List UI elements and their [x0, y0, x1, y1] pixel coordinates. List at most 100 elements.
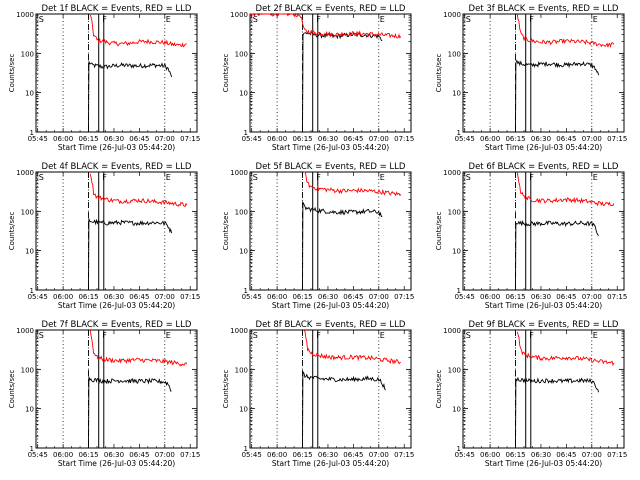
lld-series-line — [304, 171, 402, 197]
chart-title: Det 5f BLACK = Events, RED = LLD — [256, 162, 406, 172]
x-tick-label: 06:30 — [318, 451, 338, 459]
x-tick-label: 06:00 — [267, 293, 287, 301]
x-tick-label: 06:45 — [556, 135, 576, 143]
marker-s: S — [466, 331, 471, 340]
events-series-line — [88, 376, 172, 449]
marker-f: F — [316, 15, 321, 24]
lld-series-line — [516, 171, 615, 207]
y-axis-label: Counts/sec — [435, 212, 443, 251]
y-tick-label: 1000 — [16, 327, 34, 335]
x-axis-label: Start Time (26-Jul-03 05:44:20) — [485, 301, 602, 310]
marker-e: E — [593, 331, 598, 340]
lld-series-line — [303, 329, 401, 365]
y-tick-label: 1000 — [230, 327, 248, 335]
y-tick-label: 100 — [235, 208, 248, 216]
y-axis-label: Counts/sec — [8, 212, 16, 251]
chart-panel-4: Det 4f BLACK = Events, RED = LLD 1 10 100 10… — [8, 162, 200, 310]
x-tick-label: 07:00 — [582, 293, 602, 301]
y-axis-label: Counts/sec — [8, 54, 16, 93]
x-tick-label: 06:45 — [343, 451, 363, 459]
x-tick-label: 06:30 — [531, 451, 551, 459]
x-tick-label: 06:30 — [531, 293, 551, 301]
y-tick-label: 1000 — [443, 169, 461, 177]
y-tick-label: 100 — [448, 208, 461, 216]
x-tick-label: 05:45 — [455, 135, 475, 143]
marker-f: F — [529, 331, 534, 340]
x-tick-label: 06:00 — [267, 135, 287, 143]
x-tick-label: 07:15 — [394, 293, 414, 301]
x-axis-label: Start Time (26-Jul-03 05:44:20) — [58, 459, 175, 468]
x-axis-label: Start Time (26-Jul-03 05:44:20) — [58, 301, 175, 310]
y-axis-label: Counts/sec — [435, 54, 443, 93]
y-tick-label: 100 — [448, 366, 461, 374]
marker-f: F — [316, 331, 321, 340]
chart-title: Det 7f BLACK = Events, RED = LLD — [42, 320, 192, 330]
events-series-line — [302, 370, 386, 449]
marker-s: S — [253, 331, 258, 340]
x-tick-label: 06:15 — [505, 451, 525, 459]
x-tick-label: 06:45 — [129, 135, 149, 143]
x-tick-label: 06:45 — [343, 293, 363, 301]
x-tick-label: 07:15 — [607, 451, 627, 459]
x-axis-label: Start Time (26-Jul-03 05:44:20) — [272, 459, 389, 468]
x-tick-label: 06:30 — [531, 135, 551, 143]
x-axis-label: Start Time (26-Jul-03 05:44:20) — [58, 143, 175, 152]
x-tick-label: 06:00 — [267, 451, 287, 459]
marker-e: E — [380, 15, 385, 24]
marker-s: S — [39, 331, 44, 340]
x-tick-label: 07:15 — [180, 135, 200, 143]
y-tick-label: 10 — [25, 248, 34, 256]
chart-title: Det 2f BLACK = Events, RED = LLD — [256, 4, 406, 14]
x-tick-label: 07:15 — [394, 451, 414, 459]
y-tick-label: 100 — [21, 50, 34, 58]
plot-frame — [462, 171, 625, 291]
chart-panel-8: Det 8f BLACK = Events, RED = LLD 1 10 100 10… — [222, 320, 414, 468]
x-tick-label: 06:00 — [53, 135, 73, 143]
lld-series-line — [89, 173, 188, 207]
x-tick-label: 07:00 — [369, 293, 389, 301]
x-tick-label: 06:45 — [129, 293, 149, 301]
x-tick-label: 05:45 — [28, 135, 48, 143]
y-axis-label: Counts/sec — [222, 370, 230, 409]
x-tick-label: 07:00 — [369, 135, 389, 143]
x-tick-label: 06:15 — [292, 135, 312, 143]
y-tick-label: 1 — [457, 287, 461, 295]
y-tick-label: 1000 — [230, 169, 248, 177]
chart-title: Det 4f BLACK = Events, RED = LLD — [42, 162, 192, 172]
x-tick-label: 06:30 — [104, 293, 124, 301]
x-tick-label: 06:15 — [505, 135, 525, 143]
y-tick-label: 1 — [457, 445, 461, 453]
x-tick-label: 06:15 — [292, 293, 312, 301]
events-series-line — [88, 61, 173, 133]
y-tick-label: 1 — [30, 129, 34, 137]
x-tick-label: 06:00 — [480, 135, 500, 143]
x-tick-label: 06:00 — [480, 451, 500, 459]
x-axis-label: Start Time (26-Jul-03 05:44:20) — [272, 301, 389, 310]
marker-f: F — [102, 331, 107, 340]
lld-series-line — [89, 14, 187, 48]
x-tick-label: 06:15 — [78, 451, 98, 459]
marker-e: E — [593, 15, 598, 24]
plot-frame — [35, 13, 198, 133]
chart-panel-7: Det 7f BLACK = Events, RED = LLD 1 10 100 10… — [8, 320, 200, 468]
marker-e: E — [166, 173, 171, 182]
x-tick-label: 05:45 — [242, 451, 262, 459]
lld-series-line — [516, 13, 615, 49]
x-tick-label: 06:45 — [556, 293, 576, 301]
x-tick-label: 06:45 — [343, 135, 363, 143]
y-tick-label: 1000 — [443, 327, 461, 335]
y-tick-label: 100 — [448, 50, 461, 58]
y-tick-label: 10 — [25, 406, 34, 414]
chart-panel-2: Det 2f BLACK = Events, RED = LLD 1 10 100 10… — [222, 4, 414, 152]
y-tick-label: 1 — [457, 129, 461, 137]
marker-f: F — [102, 15, 107, 24]
y-tick-label: 1 — [30, 287, 34, 295]
x-tick-label: 07:00 — [155, 451, 175, 459]
events-series-line — [302, 200, 383, 291]
y-tick-label: 100 — [21, 208, 34, 216]
x-tick-label: 06:30 — [318, 135, 338, 143]
y-tick-label: 1000 — [16, 169, 34, 177]
x-tick-label: 06:15 — [78, 293, 98, 301]
y-tick-label: 100 — [21, 366, 34, 374]
events-series-line — [515, 59, 600, 133]
